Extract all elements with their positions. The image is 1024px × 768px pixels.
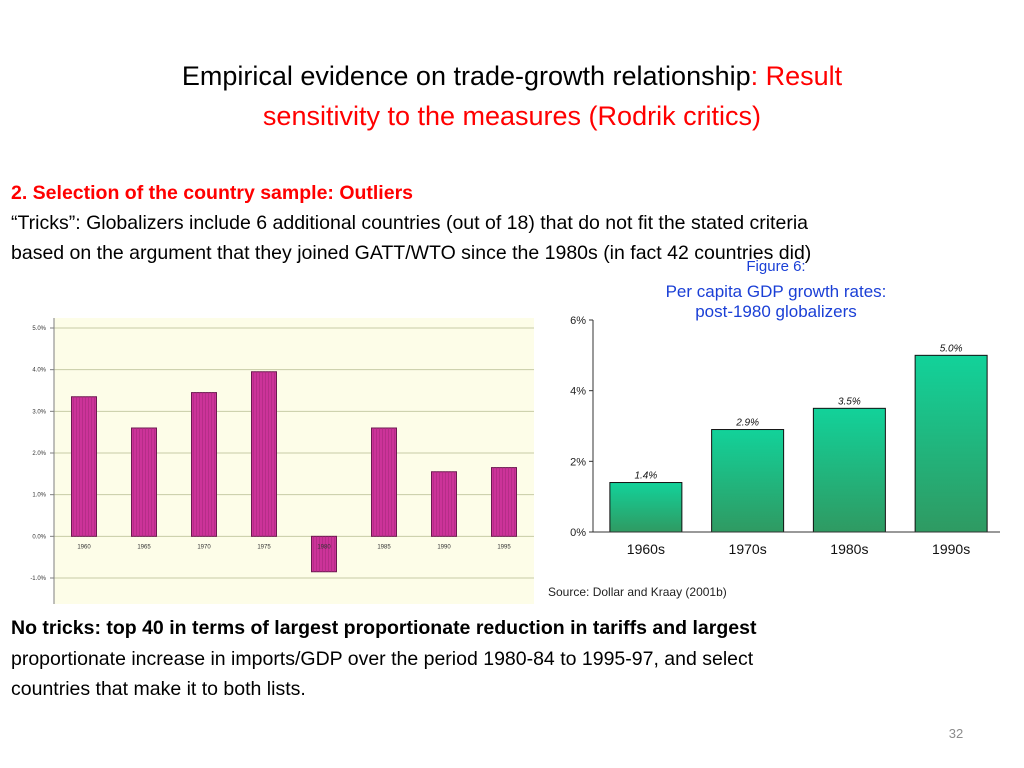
right-chart-bar xyxy=(711,429,785,533)
right-chart-title-partial: Figure 6: xyxy=(746,258,805,275)
right-chart-bar xyxy=(914,354,988,533)
left-chart-y-tick-label: 1.0% xyxy=(32,493,46,499)
left-chart-bar xyxy=(131,427,157,537)
right-chart-title-line-1: Per capita GDP growth rates: xyxy=(666,282,887,301)
left-chart-x-tick-label: 1980 xyxy=(317,544,331,550)
left-chart-y-tick-labels: -1.0% 0.0% 1.0% 2.0% 3.0% 4.0% 5.0% xyxy=(30,326,46,582)
left-chart-bar xyxy=(371,427,397,537)
left-chart-x-tick-label: 1960 xyxy=(77,544,91,550)
right-chart-x-tick-label: 1980s xyxy=(830,541,868,557)
right-bar-chart: Figure 6: Per capita GDP growth rates: p… xyxy=(548,258,1000,599)
left-chart-bar xyxy=(431,471,457,537)
right-chart-y-tick-label: 2% xyxy=(570,456,586,468)
right-chart-x-tick-labels: 1960s 1970s 1980s 1990s xyxy=(627,541,970,557)
left-chart-y-tick-label: 2.0% xyxy=(32,451,46,457)
left-chart-bar xyxy=(71,396,97,537)
right-chart-x-tick-label: 1990s xyxy=(932,541,970,557)
left-chart-bar xyxy=(311,535,337,573)
left-chart-plot-area xyxy=(54,318,534,604)
left-chart-y-tick-label: 3.0% xyxy=(32,409,46,415)
left-chart-y-tick-label: 4.0% xyxy=(32,368,46,374)
left-chart-x-tick-label: 1970 xyxy=(197,544,211,550)
section-line-1: “Tricks”: Globalizers include 6 addition… xyxy=(11,212,808,234)
right-chart-title-line-2: post-1980 globalizers xyxy=(695,302,857,321)
left-chart-x-tick-label: 1965 xyxy=(137,544,151,550)
section-heading: 2. Selection of the country sample: Outl… xyxy=(11,182,414,204)
left-chart-bar xyxy=(191,392,217,537)
left-chart-x-tick-label: 1975 xyxy=(257,544,271,550)
section-line-2: based on the argument that they joined G… xyxy=(11,242,812,264)
right-chart-y-tick-label: 6% xyxy=(570,315,586,327)
right-chart-y-tick-labels: 0% 2% 4% 6% xyxy=(570,315,593,539)
left-chart-bar xyxy=(251,371,277,537)
right-chart-value-label: 1.4% xyxy=(634,471,657,482)
left-chart-y-tick-label: 0.0% xyxy=(32,534,46,540)
section-text: 2. Selection of the country sample: Outl… xyxy=(11,178,1016,268)
right-chart-bars xyxy=(609,354,988,533)
left-chart-bar xyxy=(491,467,517,537)
left-chart-x-tick-label: 1995 xyxy=(497,544,511,550)
bottom-line-3: countries that make it to both lists. xyxy=(11,678,306,700)
bottom-line-2: proportionate increase in imports/GDP ov… xyxy=(11,647,754,670)
title-red-part-1: : Result xyxy=(750,61,843,91)
right-chart-x-tick-label: 1970s xyxy=(729,541,767,557)
slide-title: Empirical evidence on trade-growth relat… xyxy=(0,56,1024,136)
left-chart-x-tick-label: 1985 xyxy=(377,544,391,550)
title-black-part: Empirical evidence on trade-growth relat… xyxy=(181,61,751,91)
bottom-bold-line: No tricks: top 40 in terms of largest pr… xyxy=(11,617,757,639)
right-chart-x-tick-label: 1960s xyxy=(627,541,665,557)
left-chart-y-tick-label: -1.0% xyxy=(30,576,46,582)
right-chart-source: Source: Dollar and Kraay (2001b) xyxy=(548,585,727,599)
right-chart-value-label: 5.0% xyxy=(940,343,963,354)
left-chart-x-tick-labels: 1960 1965 1970 1975 1980 1985 1990 1995 xyxy=(77,544,511,550)
right-chart-value-label: 2.9% xyxy=(735,418,759,429)
bottom-text: No tricks: top 40 in terms of largest pr… xyxy=(11,613,1011,705)
right-chart-y-tick-label: 4% xyxy=(570,386,586,398)
right-chart-y-tick-label: 0% xyxy=(570,527,586,539)
right-chart-bar xyxy=(609,482,683,533)
right-chart-value-labels: 1.4% 2.9% 3.5% 5.0% xyxy=(634,343,962,481)
left-chart-x-tick-label: 1990 xyxy=(437,544,451,550)
right-chart-bar xyxy=(812,407,886,533)
left-bar-chart: -1.0%0.0%1.0%2.0%3.0%4.0%5.0% 1960 1965 19… xyxy=(30,318,534,604)
page-number: 32 xyxy=(948,726,964,741)
left-chart-y-tick-label: 5.0% xyxy=(32,326,46,332)
right-chart-value-label: 3.5% xyxy=(838,396,861,407)
title-red-part-2: sensitivity to the measures (Rodrik crit… xyxy=(262,101,762,131)
left-chart-bars xyxy=(71,371,517,573)
